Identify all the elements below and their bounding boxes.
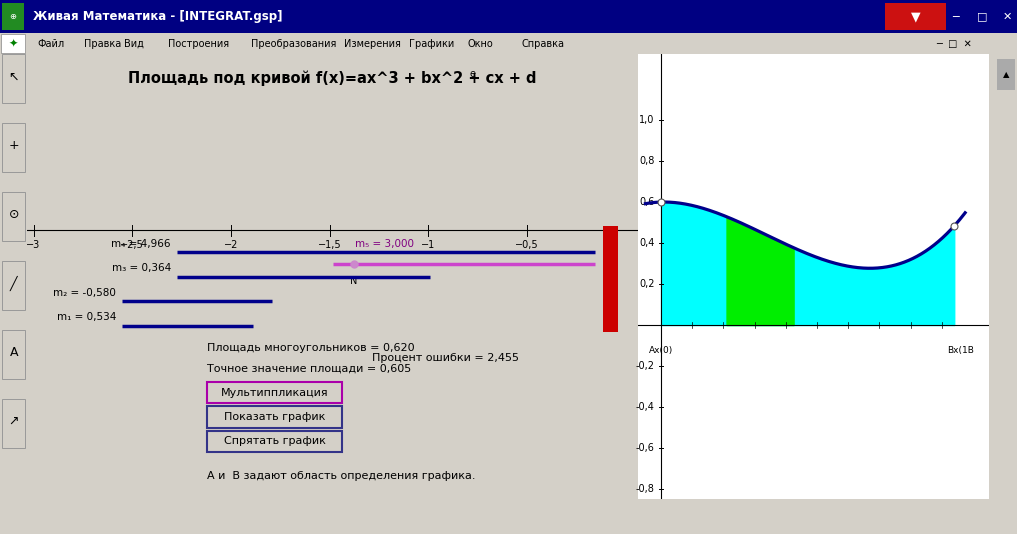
Bar	[997, 59, 1015, 90]
Text: -0,4: -0,4	[636, 402, 655, 412]
Text: Bx(1B: Bx(1B	[947, 345, 974, 355]
Text: ▼: ▼	[910, 10, 920, 23]
Text: 1,0: 1,0	[640, 115, 655, 125]
Text: Показать график: Показать график	[224, 412, 325, 422]
Text: -0,2: -0,2	[636, 361, 655, 371]
Text: Измерения: Измерения	[344, 39, 401, 49]
Text: ─  □  ✕: ─ □ ✕	[936, 39, 971, 49]
Text: ↗: ↗	[8, 415, 19, 428]
Text: m₅ = 3,000: m₅ = 3,000	[355, 239, 414, 249]
Text: Правка: Правка	[84, 39, 122, 49]
Text: −1,5: −1,5	[317, 240, 342, 250]
Text: m₃ = 0,364: m₃ = 0,364	[112, 263, 171, 273]
Text: +: +	[8, 139, 19, 152]
Text: Живая Математика - [INTEGRAT.gsp]: Живая Математика - [INTEGRAT.gsp]	[33, 10, 282, 23]
Bar	[2, 399, 25, 448]
Text: ⊙: ⊙	[8, 208, 19, 221]
Text: Мультиппликация: Мультиппликация	[221, 388, 328, 397]
Text: 0,4: 0,4	[640, 238, 655, 248]
Text: Площадь многоугольников = 0,620: Площадь многоугольников = 0,620	[207, 343, 415, 353]
Text: Справка: Справка	[522, 39, 564, 49]
Text: −0,5: −0,5	[515, 240, 539, 250]
Text: −1: −1	[421, 240, 435, 250]
Text: Вид: Вид	[124, 39, 144, 49]
Bar	[2, 3, 24, 30]
Text: N: N	[350, 276, 358, 286]
Text: -0,8: -0,8	[636, 484, 655, 494]
Text: Преобразования: Преобразования	[251, 39, 337, 49]
Text: ✦: ✦	[8, 39, 18, 49]
Text: −2,5: −2,5	[120, 240, 144, 250]
FancyBboxPatch shape	[207, 431, 342, 452]
Text: 0,6: 0,6	[640, 197, 655, 207]
Text: 0,2: 0,2	[640, 279, 655, 289]
Text: ↖: ↖	[8, 70, 19, 83]
Bar	[603, 226, 617, 333]
Bar	[2, 54, 25, 104]
Bar	[2, 123, 25, 172]
Text: Спрятать график: Спрятать график	[224, 436, 325, 446]
Text: −3: −3	[26, 240, 41, 250]
Bar	[2, 330, 25, 379]
Text: m₂ = -0,580: m₂ = -0,580	[53, 288, 116, 298]
Text: Окно: Окно	[468, 39, 493, 49]
Text: ✕: ✕	[1002, 12, 1012, 21]
Text: 0,8: 0,8	[640, 156, 655, 166]
Bar	[2, 192, 25, 241]
Text: ─: ─	[953, 12, 959, 21]
FancyBboxPatch shape	[207, 382, 342, 403]
Bar	[885, 3, 946, 30]
Text: Процент ошибки = 2,455: Процент ошибки = 2,455	[372, 353, 520, 363]
Text: e: e	[469, 69, 475, 79]
Text: -0,6: -0,6	[636, 443, 655, 453]
Text: ╱: ╱	[10, 276, 17, 291]
Text: Точное значение площади = 0,605: Точное значение площади = 0,605	[207, 363, 412, 373]
Text: Файл: Файл	[38, 39, 65, 49]
Text: A: A	[9, 346, 18, 359]
Text: □: □	[977, 12, 988, 21]
Text: ▲: ▲	[1003, 70, 1009, 79]
Text: ⊕: ⊕	[10, 12, 16, 21]
Bar	[2, 261, 25, 310]
Bar	[1, 34, 25, 53]
Text: Ax(0): Ax(0)	[649, 345, 673, 355]
Text: Графики: Графики	[409, 39, 454, 49]
Text: Построения: Построения	[168, 39, 229, 49]
Text: −2: −2	[224, 240, 238, 250]
Text: Площадь под кривой f(x)=ax^3 + bx^2 + cx + d: Площадь под кривой f(x)=ax^3 + bx^2 + cx…	[128, 70, 537, 85]
FancyBboxPatch shape	[207, 406, 342, 428]
Text: m₁ = 0,534: m₁ = 0,534	[57, 312, 116, 322]
Text: А и  В задают область определения графика.: А и В задают область определения графика…	[207, 471, 476, 481]
Text: m₄ = 4,966: m₄ = 4,966	[111, 239, 171, 249]
